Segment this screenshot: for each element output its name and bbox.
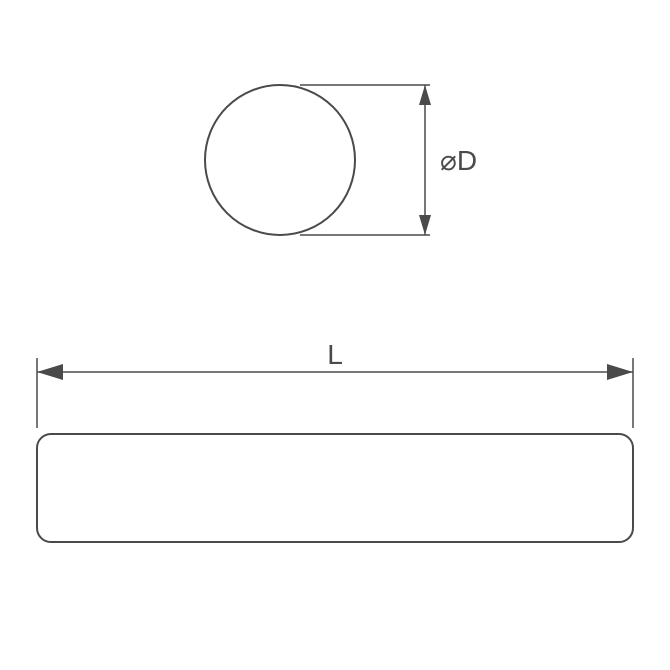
diameter-arrow-top bbox=[419, 85, 431, 105]
length-label: L bbox=[327, 339, 343, 370]
length-arrow-left bbox=[37, 364, 63, 380]
rod-end-circle bbox=[205, 85, 355, 235]
diameter-label: ⌀D bbox=[440, 145, 477, 176]
length-arrow-right bbox=[607, 364, 633, 380]
diameter-arrow-bottom bbox=[419, 215, 431, 235]
technical-drawing: ⌀D L bbox=[0, 0, 670, 670]
rod-side-view bbox=[37, 434, 633, 542]
